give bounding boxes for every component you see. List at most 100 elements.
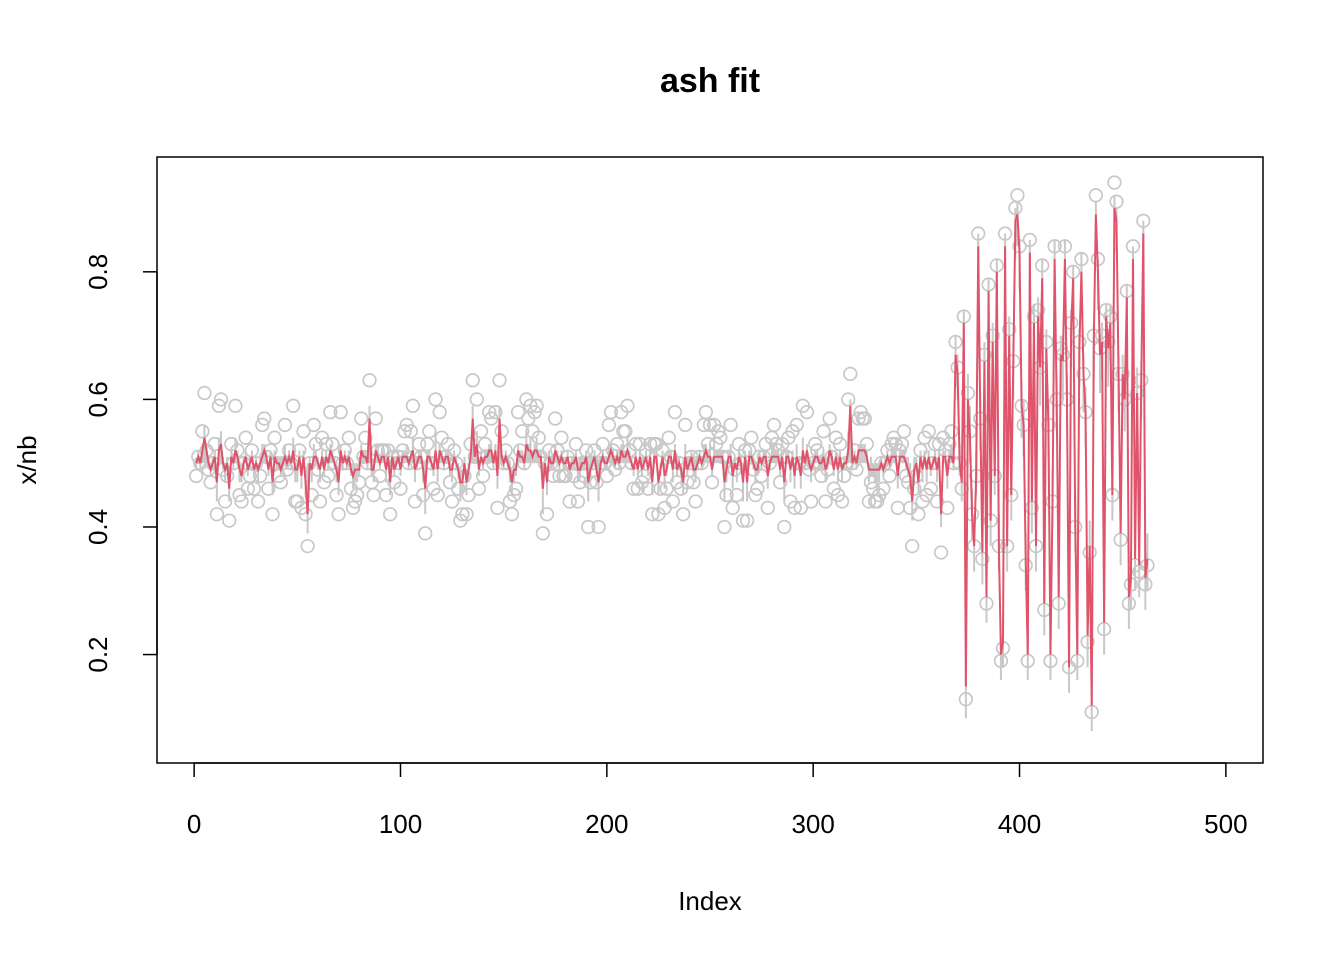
data-point	[570, 494, 586, 509]
data-point	[661, 430, 676, 445]
data-point	[599, 468, 614, 484]
data-point	[1103, 309, 1118, 324]
data-point	[250, 494, 266, 509]
data-point	[273, 475, 288, 490]
data-point	[595, 436, 610, 452]
data-point	[905, 538, 920, 554]
data-point	[506, 487, 522, 503]
data-point	[203, 475, 218, 490]
data-point	[352, 475, 367, 490]
data-point	[725, 500, 740, 515]
data-point	[760, 500, 775, 515]
y-tick-label: 0.6	[83, 381, 113, 417]
x-tick-label: 400	[998, 809, 1041, 839]
data-point	[704, 475, 720, 490]
data-point	[754, 468, 769, 484]
data-point	[653, 481, 668, 496]
x-axis-label: Index	[678, 886, 742, 916]
y-tick-label: 0.4	[83, 509, 113, 545]
data-point	[455, 507, 470, 522]
data-point	[857, 411, 872, 426]
data-point	[851, 411, 866, 426]
y-tick-label: 0.8	[83, 254, 113, 290]
data-point	[591, 519, 606, 535]
data-point	[948, 334, 963, 350]
x-tick-label: 500	[1204, 809, 1247, 839]
data-point	[713, 430, 728, 445]
data-point	[277, 417, 293, 433]
data-point	[692, 449, 707, 464]
data-point	[1047, 239, 1062, 254]
data-point	[1074, 251, 1089, 267]
data-point	[898, 468, 914, 484]
data-point	[364, 475, 379, 490]
data-point	[773, 475, 788, 490]
data-point	[1121, 596, 1137, 611]
data-point	[762, 456, 777, 471]
data-point	[403, 424, 418, 439]
data-point	[861, 494, 877, 509]
data-point	[1109, 194, 1124, 209]
data-point	[535, 526, 551, 541]
data-point	[903, 500, 918, 515]
data-point	[589, 475, 604, 490]
data-point	[896, 424, 912, 439]
data-point	[985, 328, 1000, 343]
data-point	[1088, 188, 1104, 203]
data-point	[333, 405, 348, 420]
data-point	[1113, 532, 1128, 547]
data-point	[451, 481, 466, 496]
data-point	[735, 513, 751, 528]
data-point	[529, 398, 544, 413]
data-point	[312, 494, 328, 509]
data-point	[358, 430, 373, 445]
data-point	[768, 436, 784, 452]
data-point	[1136, 213, 1151, 228]
data-point	[1051, 596, 1066, 611]
chart-title: ash fit	[660, 62, 760, 100]
data-point	[618, 424, 633, 439]
data-point	[325, 436, 340, 452]
data-point	[298, 507, 313, 522]
data-point	[1035, 258, 1050, 273]
data-point	[859, 436, 874, 452]
data-point	[665, 494, 681, 509]
data-point	[383, 507, 398, 522]
y-tick-label: 0.2	[83, 636, 113, 672]
data-point	[1030, 302, 1046, 318]
data-point	[822, 411, 837, 426]
data-point	[242, 468, 258, 484]
data-point	[744, 430, 759, 445]
data-point	[717, 519, 732, 535]
data-point	[723, 417, 738, 433]
data-point	[554, 430, 569, 445]
data-point	[473, 424, 489, 439]
data-point	[527, 405, 542, 420]
data-point	[510, 405, 526, 420]
data-point	[940, 500, 955, 515]
data-point	[1096, 621, 1112, 637]
data-point	[500, 456, 515, 471]
data-point	[331, 507, 346, 522]
data-point	[628, 436, 643, 452]
data-point	[1010, 188, 1025, 203]
data-point	[482, 405, 497, 420]
data-point	[354, 411, 369, 426]
data-point	[603, 405, 619, 420]
data-point	[286, 398, 301, 413]
data-point	[609, 436, 625, 452]
data-point	[189, 468, 204, 484]
y-axis-label: x/nb	[12, 435, 42, 484]
data-point	[958, 692, 974, 707]
data-point	[921, 424, 936, 439]
data-point	[418, 526, 433, 541]
data-point	[430, 487, 445, 503]
data-point	[979, 596, 994, 611]
data-point	[347, 494, 363, 509]
data-point	[197, 385, 212, 401]
data-point	[306, 417, 321, 433]
data-point	[766, 417, 782, 433]
data-point	[620, 398, 635, 413]
data-point	[568, 436, 584, 452]
